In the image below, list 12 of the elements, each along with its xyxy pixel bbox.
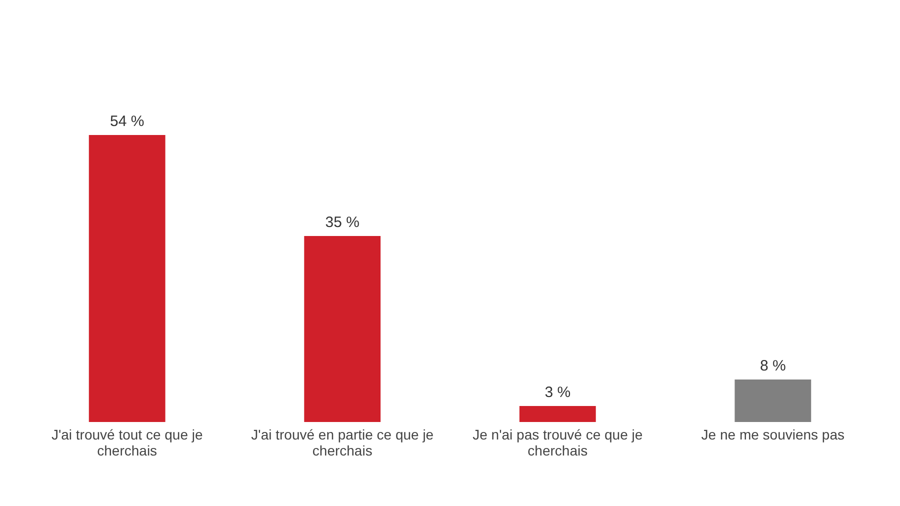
- x-tick-label: Je ne me souviens pas: [701, 426, 845, 442]
- data-label: 35 %: [325, 214, 360, 231]
- x-tick-label: J'ai trouvé tout ce que je cherchais: [51, 426, 203, 458]
- x-tick-label: Je n'ai pas trouvé ce que je cherchais: [472, 426, 643, 458]
- bar: [304, 236, 381, 422]
- bar: [734, 379, 812, 422]
- bar: [519, 406, 596, 422]
- data-label: 3 %: [544, 384, 571, 402]
- data-label: 8 %: [760, 357, 786, 374]
- data-label: 54 %: [110, 113, 144, 130]
- x-tick-label: J'ai trouvé en partie ce que je cherchais: [251, 426, 434, 458]
- bar: [88, 135, 166, 422]
